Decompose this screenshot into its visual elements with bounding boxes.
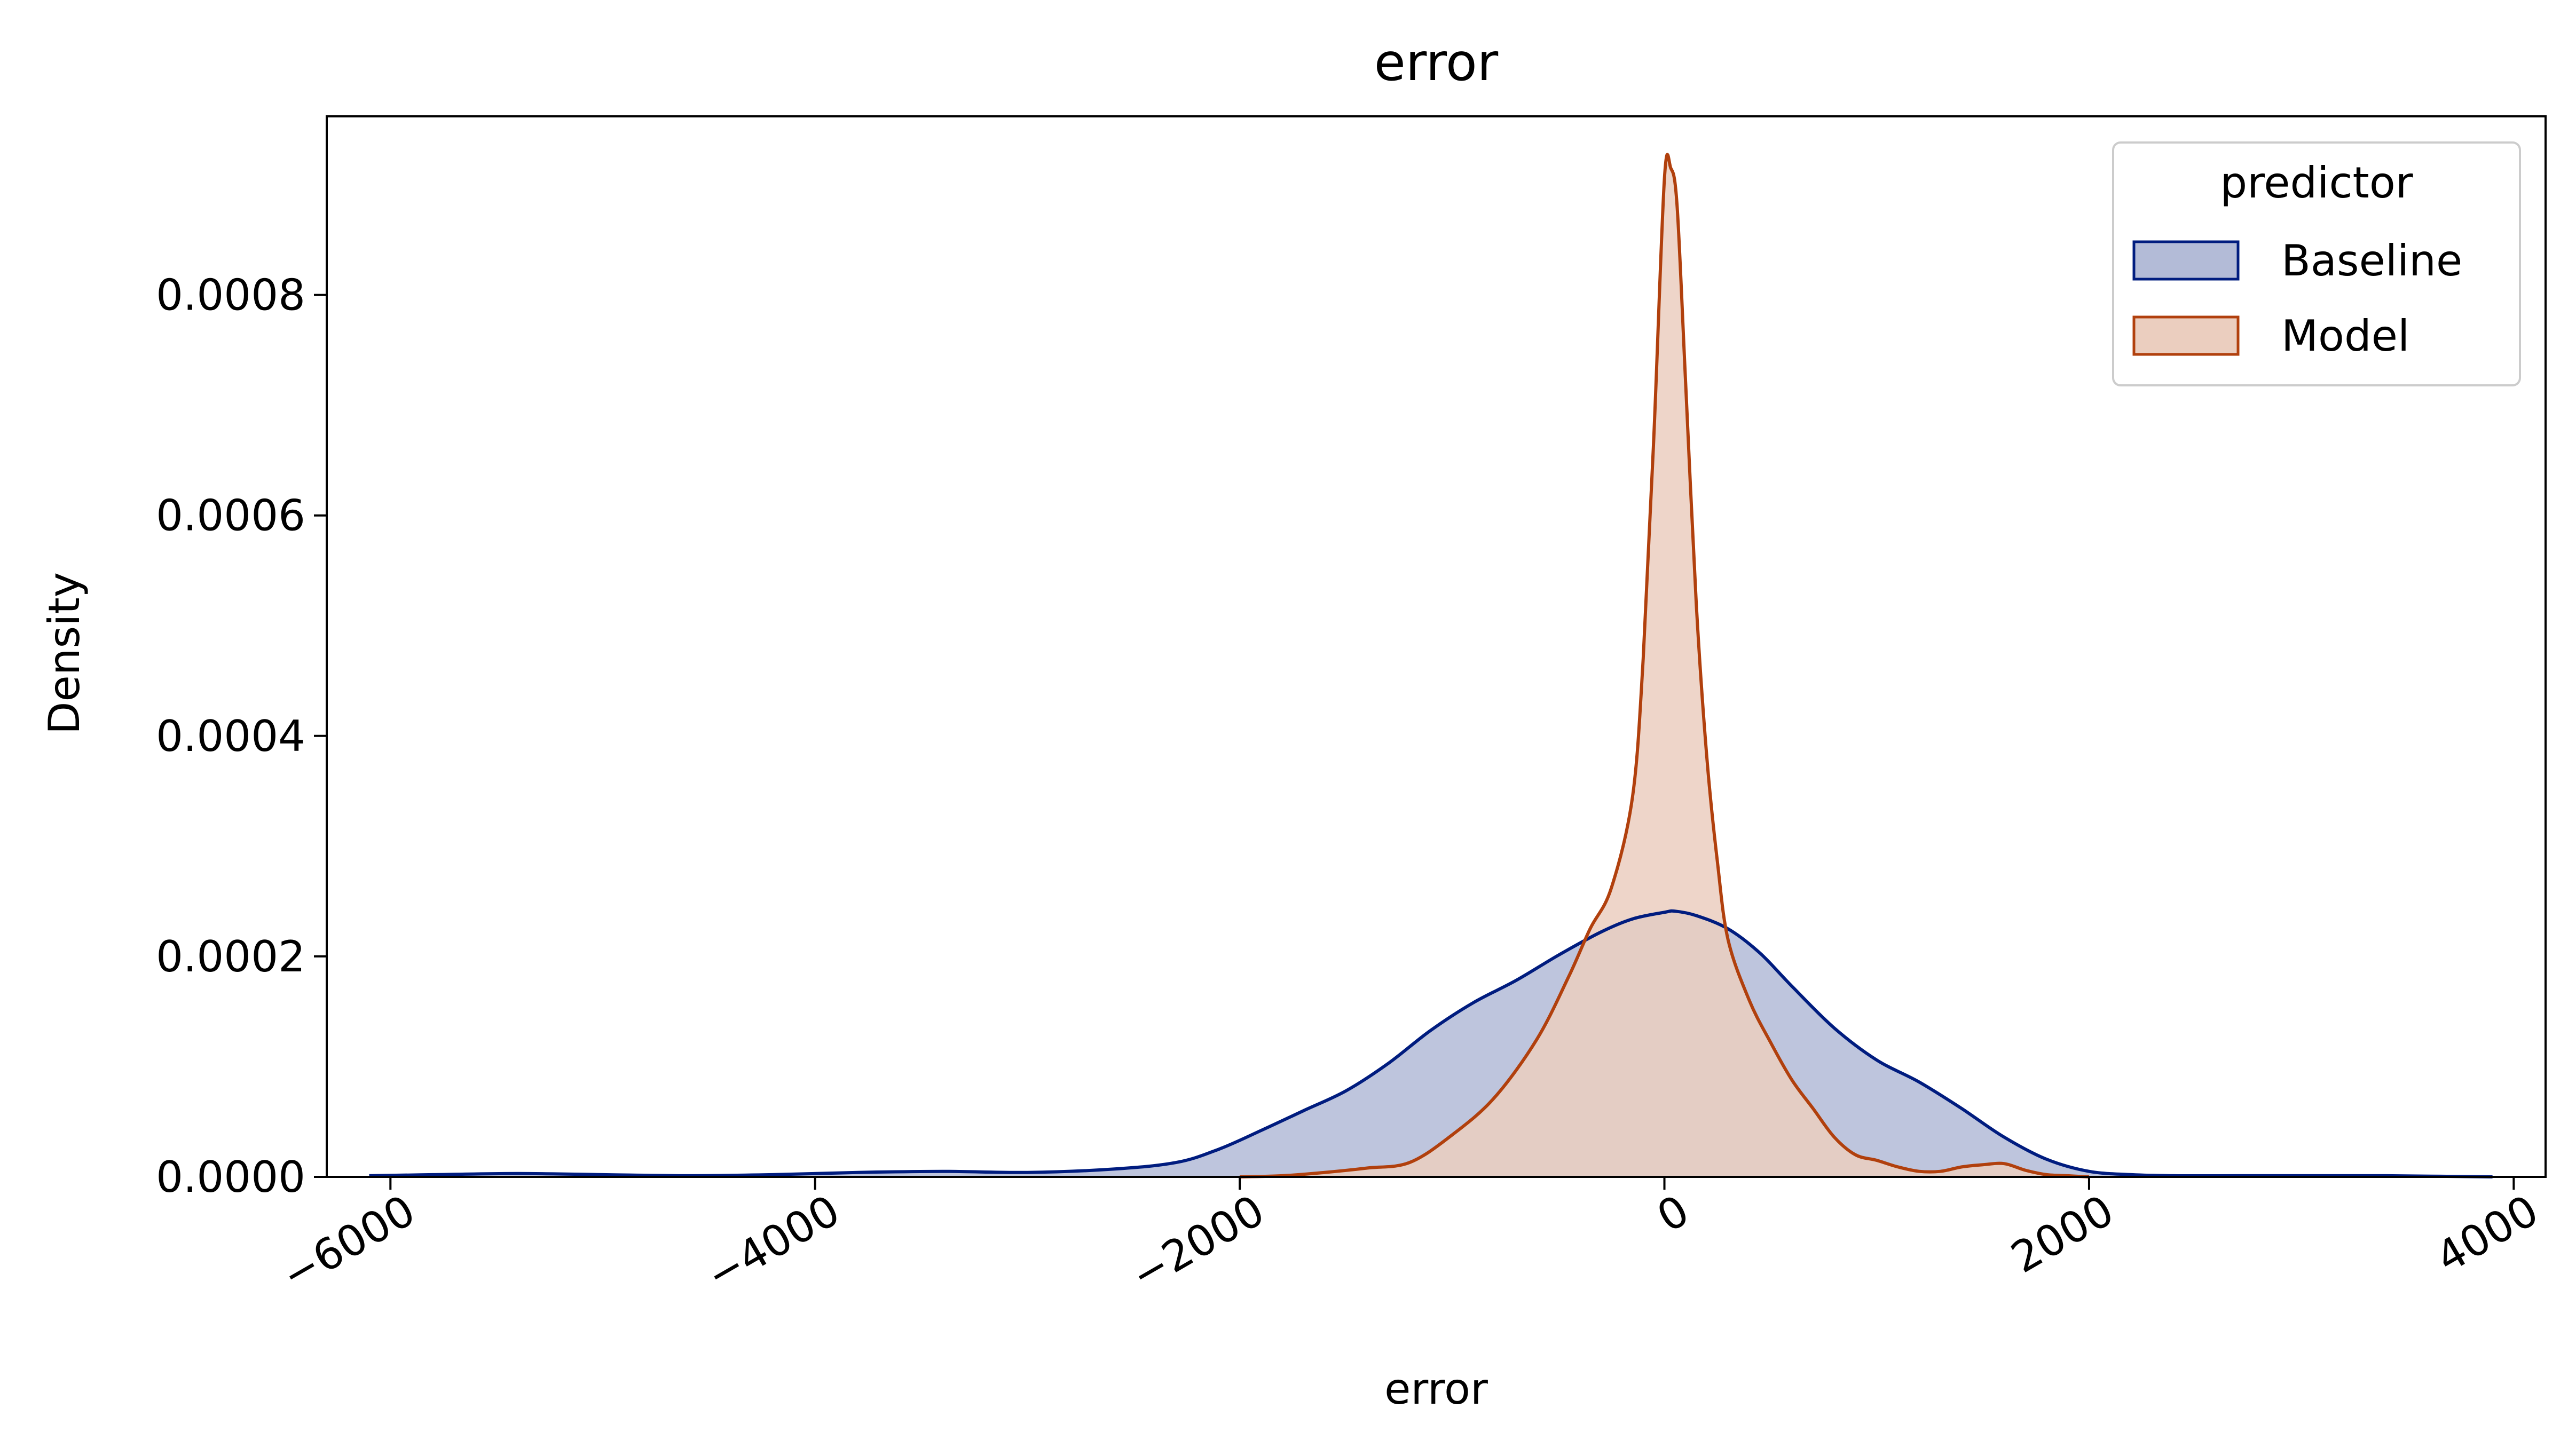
y-tick-label: 0.0002 (156, 932, 305, 982)
plot-frame (326, 115, 2547, 1178)
legend-swatch-model (2132, 315, 2240, 356)
density-line-model (1240, 153, 2090, 1178)
y-tick-label: 0.0006 (156, 491, 305, 541)
y-axis: 0.0000 0.0002 0.0004 0.0006 0.0008 (156, 271, 327, 1202)
legend-title: predictor (2220, 158, 2413, 208)
legend-swatch-baseline (2132, 240, 2240, 281)
y-axis-label: Density (40, 572, 89, 734)
legend: predictor Baseline Model (2112, 141, 2521, 386)
y-tick-label: 0.0004 (156, 711, 305, 761)
density-line-baseline (369, 909, 2493, 1178)
legend-label-baseline: Baseline (2281, 236, 2462, 286)
x-axis-label: error (1384, 1364, 1488, 1414)
density-fill-model (1240, 154, 2089, 1177)
chart-title: error (1374, 33, 1499, 92)
legend-label-model: Model (2281, 311, 2409, 361)
series-layer (369, 153, 2493, 1178)
y-tick-label: 0.0008 (156, 271, 305, 320)
y-tick-label: 0.0000 (156, 1152, 305, 1202)
